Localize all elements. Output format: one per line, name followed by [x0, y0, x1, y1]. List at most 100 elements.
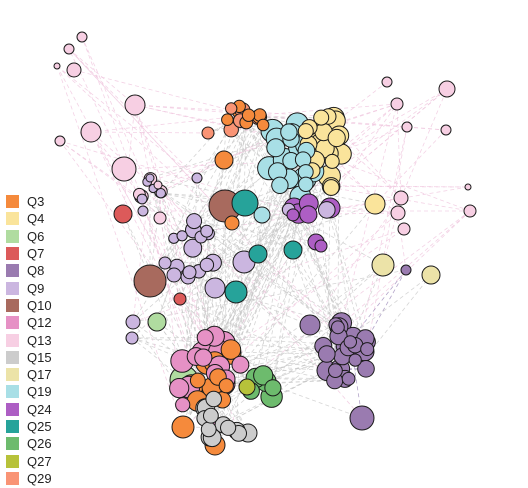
graph-edge — [326, 207, 331, 371]
graph-node-q19 — [280, 123, 298, 141]
graph-edge — [206, 214, 309, 266]
graph-edge — [160, 191, 206, 338]
graph-node-q29 — [201, 126, 215, 140]
graph-edge — [261, 214, 340, 328]
graph-node-q13 — [440, 124, 452, 136]
graph-node-q19 — [298, 176, 314, 193]
graph-node-q8 — [360, 342, 375, 357]
legend-item-q8: Q8 — [6, 262, 52, 279]
legend: Q3 Q4 Q6 Q7 Q8 Q9 Q10 Q12 Q13 Q15 Q17 Q1… — [6, 193, 52, 487]
legend-item-q26: Q26 — [6, 435, 52, 452]
graph-edge — [156, 274, 175, 323]
graph-edge — [90, 131, 140, 195]
graph-edge — [330, 88, 448, 187]
graph-node-q4 — [297, 123, 314, 140]
legend-label-q25: Q25 — [27, 419, 52, 434]
graph-node-q13 — [111, 156, 137, 182]
graph-node-q15 — [203, 407, 219, 424]
graph-node-q9 — [125, 314, 141, 330]
graph-edge — [182, 210, 471, 428]
graph-edge — [160, 192, 309, 204]
graph-node-q15 — [205, 390, 222, 408]
legend-item-q10: Q10 — [6, 297, 52, 314]
graph-edge — [90, 131, 204, 358]
graph-node-q10 — [133, 264, 167, 298]
legend-item-q24: Q24 — [6, 401, 52, 418]
graph-edge — [68, 48, 233, 224]
graph-node-q29 — [225, 102, 238, 115]
graph-node-q9 — [183, 238, 203, 258]
legend-label-q9: Q9 — [27, 280, 45, 296]
legend-swatch-q10 — [6, 298, 19, 312]
graph-edge — [122, 213, 211, 422]
graph-node-q8 — [331, 320, 345, 335]
graph-node-q3 — [189, 372, 206, 389]
graph-node-q19 — [271, 176, 289, 195]
graph-node-q9 — [125, 331, 139, 345]
graph-edge — [338, 210, 471, 337]
legend-label-q19: Q19 — [27, 384, 52, 400]
graph-edge — [90, 131, 209, 134]
graph-node-q13 — [76, 31, 88, 43]
graph-edge — [305, 144, 399, 214]
graph-node-q26 — [264, 379, 282, 397]
legend-item-q13: Q13 — [6, 331, 52, 348]
graph-node-q13 — [397, 222, 411, 236]
graph-edge — [229, 249, 294, 354]
graph-node-q8 — [357, 360, 375, 378]
graph-edge — [132, 160, 316, 323]
graph-node-q8 — [343, 335, 357, 349]
graph-edge — [132, 269, 407, 323]
graph-node-q9 — [166, 267, 182, 283]
legend-item-q9: Q9 — [6, 279, 52, 296]
graph-node-q3 — [218, 378, 234, 394]
graph-node-q25 — [224, 280, 248, 304]
graph-node-q9 — [186, 213, 203, 230]
graph-edge — [197, 175, 330, 381]
graph-edge — [382, 197, 402, 266]
graph-edge — [309, 197, 402, 326]
legend-item-q6: Q6 — [6, 228, 52, 245]
legend-swatch-q27 — [6, 454, 19, 468]
graph-edge — [160, 119, 228, 194]
graph-node-q25 — [283, 240, 303, 260]
graph-edge — [147, 103, 398, 183]
graph-node-q9 — [155, 188, 167, 199]
legend-swatch-q29 — [6, 471, 19, 485]
graph-edge — [400, 88, 448, 199]
graph-edge — [340, 103, 398, 155]
graph-node-q3 — [214, 150, 234, 170]
graph-node-q8 — [349, 405, 375, 431]
legend-swatch-q17 — [6, 368, 19, 382]
graph-edge — [179, 298, 346, 380]
legend-item-q3: Q3 — [6, 193, 52, 210]
graph-node-q9 — [318, 201, 336, 219]
graph-edge — [246, 115, 447, 131]
graph-edge — [219, 351, 336, 371]
graph-edge — [122, 104, 136, 215]
graph-edge — [312, 103, 398, 172]
graph-node-q27 — [238, 378, 256, 396]
graph-edge — [396, 103, 402, 199]
graph-edge — [299, 146, 471, 212]
legend-label-q15: Q15 — [27, 349, 52, 365]
legend-item-q12: Q12 — [6, 314, 52, 331]
graph-node-q4 — [364, 193, 386, 215]
legend-swatch-q3 — [6, 195, 19, 209]
legend-swatch-q8 — [6, 264, 19, 278]
graph-node-q13 — [464, 183, 472, 191]
legend-label-q13: Q13 — [27, 332, 52, 348]
graph-edge — [68, 48, 198, 179]
graph-edge — [139, 194, 166, 264]
graph-node-q8 — [348, 353, 362, 367]
graph-node-q6 — [147, 312, 167, 332]
graph-edge — [337, 135, 340, 328]
graph-edge — [219, 365, 363, 419]
graph-node-q9 — [182, 265, 197, 280]
graph-edge — [206, 231, 214, 263]
graph-node-q13 — [390, 205, 406, 221]
legend-item-q17: Q17 — [6, 366, 52, 383]
graph-edge — [202, 159, 225, 354]
legend-label-q29: Q29 — [27, 470, 52, 486]
graph-node-q17 — [371, 253, 395, 277]
